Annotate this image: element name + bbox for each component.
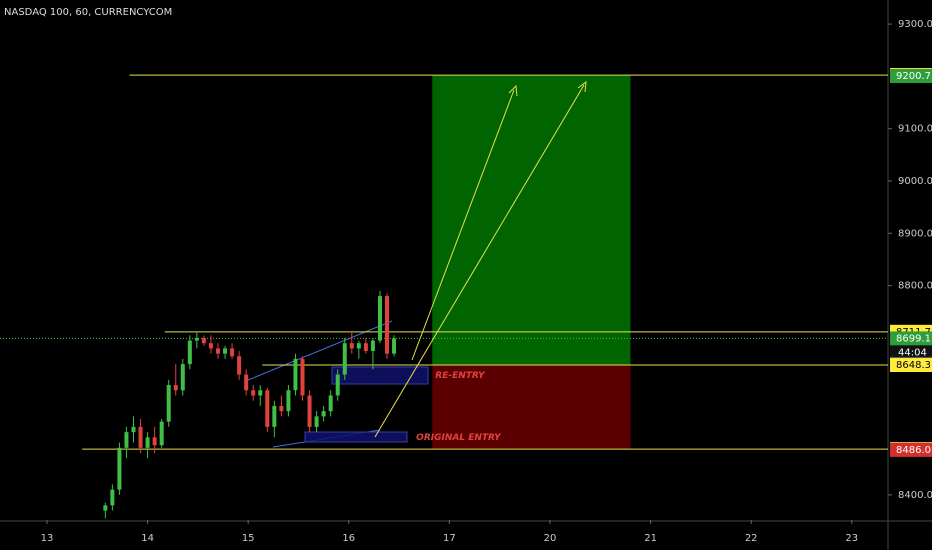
price-label: 8648.3 [896,360,931,371]
price-label-box [890,69,932,84]
candle-body [272,405,277,427]
candle-body [244,374,249,391]
x-tick-label: 17 [443,533,456,544]
arrow [411,89,515,361]
y-tick-label: 9300.0 [898,19,932,30]
re-entry-box [331,366,429,385]
arrow [374,84,585,438]
price-label: 9200.7 [896,71,931,82]
x-tick-label: 21 [644,533,657,544]
price-label-box [890,357,932,372]
candle-body [251,390,256,396]
candle-body [138,426,143,448]
entry-box [304,431,408,443]
candle-body [370,340,375,352]
countdown: 44:04 [898,347,927,358]
candle-body [385,296,390,354]
price-label: 8486.0 [896,445,931,456]
x-tick-label: 20 [544,533,557,544]
candle-body [279,405,284,412]
price-label: 8699.1 [896,333,931,344]
chart-title: NASDAQ 100, 60, CURRENCYCOM [4,7,172,18]
countdown-box [890,345,932,360]
candle-body [293,358,298,391]
candle-body [328,395,333,412]
candle-body [145,437,150,448]
candle-body [201,337,206,344]
candle-body [124,432,129,448]
candle-body [258,390,263,396]
zones [432,75,631,450]
x-tick-label: 13 [41,533,54,544]
candle-body [180,364,185,391]
x-tick-label: 23 [845,533,858,544]
candle-body [152,437,157,446]
candle-body [314,416,319,427]
candle-body [166,385,171,422]
arrow-head [508,84,518,97]
candle-body [216,348,221,354]
candle-body [349,343,354,349]
candle-body [286,390,291,412]
candle-body [335,374,340,396]
candle-body [159,421,164,446]
arrow-head [577,80,587,93]
x-tick-label: 22 [745,533,758,544]
zone [432,364,631,450]
candle-body [237,356,242,375]
x-tick-label: 15 [242,533,255,544]
candle-body [363,343,368,352]
x-tick-label: 16 [342,533,355,544]
zone [432,75,631,365]
candle-body [131,426,136,433]
candle-body [110,489,115,506]
x-tick-label: 14 [141,533,154,544]
price-label-box [890,331,932,346]
candle-body [307,395,312,427]
candle-body [173,385,178,391]
candle-body [265,390,270,427]
y-tick-label: 9000.0 [898,176,932,187]
y-tick-label: 9100.0 [898,124,932,135]
y-tick-label: 8900.0 [898,228,932,239]
price-label-box [890,442,932,457]
candle-body [300,358,305,396]
candle-body [342,343,347,375]
candle-body [208,343,213,349]
candle-body [103,505,108,511]
annotation: ORIGINAL ENTRY [416,433,502,443]
y-tick-label: 8800.0 [898,281,932,292]
candle-body [377,296,382,341]
candle-body [187,340,192,365]
drawings [247,80,587,448]
candle-body [194,337,199,341]
candle-body [223,348,228,354]
y-tick-label: 8400.0 [898,490,932,501]
candle-body [392,338,397,354]
annotation: RE-ENTRY [435,371,486,381]
candle-body [117,447,122,490]
candle-body [321,411,326,417]
candle-body [356,343,361,349]
candle-body [230,348,235,357]
trend-line [247,320,393,381]
